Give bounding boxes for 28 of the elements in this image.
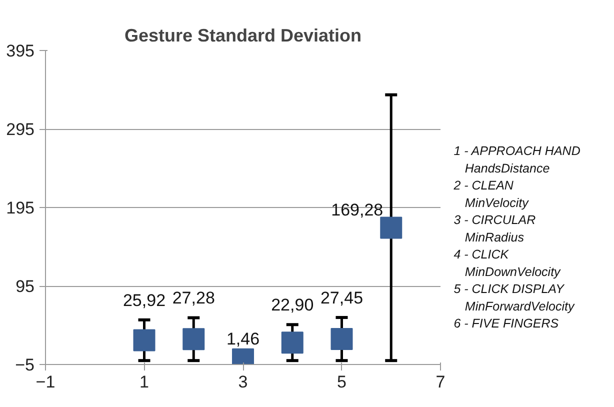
x-tick-label: 7 — [436, 372, 446, 392]
text: 6 - FIVE FINGERS — [454, 316, 560, 331]
y-tick-label: 295 — [6, 120, 35, 139]
text: 3 - CIRCULAR MinRadius — [454, 213, 536, 244]
text: 5 - CLICK DISPLAY MinForwardVelocity — [454, 282, 575, 314]
data-label: 1,46 — [226, 329, 260, 348]
y-tick-label: 195 — [6, 198, 35, 218]
y-tick-label: −5 — [15, 356, 35, 374]
x-tick-label: 3 — [238, 372, 248, 392]
data-label: 22,90 — [271, 296, 314, 315]
x-tick-label: −1 — [36, 372, 56, 392]
point — [133, 329, 156, 352]
data-label: 27,45 — [320, 288, 364, 308]
data-label: 27,28 — [172, 288, 215, 308]
text: 2 - CLEAN MinVelocity — [452, 178, 530, 210]
point — [330, 328, 353, 350]
y-tick-label: 95 — [16, 277, 35, 296]
point — [182, 328, 205, 350]
x-tick-label: 5 — [337, 372, 346, 392]
point — [281, 332, 304, 354]
data-label: 169,28 — [331, 200, 384, 220]
x-tick-label: 1 — [140, 372, 149, 392]
text: 4 - CLICK MinDownVelocity — [454, 248, 562, 279]
data-label: 25,92 — [122, 290, 166, 310]
chart-title: Gesture Standard Deviation — [124, 26, 362, 46]
text: 1 - APPROACH HAND HandsDistance — [454, 144, 580, 176]
y-tick-label: 395 — [6, 42, 35, 60]
point — [380, 216, 402, 239]
